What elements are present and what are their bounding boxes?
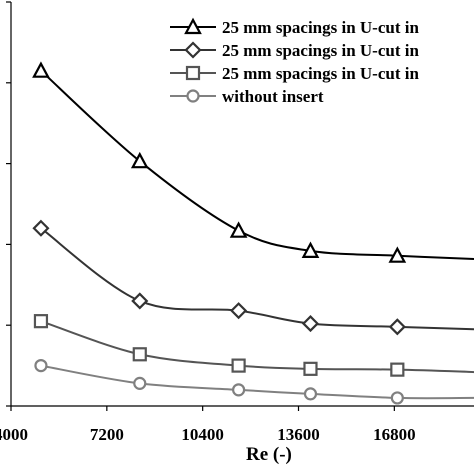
- legend-item: 25 mm spacings in U-cut in: [170, 17, 419, 37]
- data-point: [32, 219, 50, 237]
- data-point: [301, 241, 320, 258]
- series-4: [34, 359, 474, 405]
- legend-item: without insert: [170, 87, 324, 106]
- x-axis-label: Re (-): [246, 444, 292, 465]
- data-point: [231, 358, 246, 373]
- legend: 25 mm spacings in U-cut in 25 mm spacings…: [170, 17, 419, 106]
- x-axis-ticks: 4000 7200 10400 13600 16800: [0, 406, 416, 444]
- data-point: [133, 376, 147, 390]
- data-point: [388, 246, 407, 263]
- series-line: [40, 227, 474, 331]
- x-tick-label: 4000: [0, 425, 28, 444]
- x-tick-label: 13600: [277, 425, 320, 444]
- data-point: [131, 292, 149, 310]
- legend-marker: [185, 65, 201, 81]
- data-point: [132, 347, 147, 362]
- legend-item: 25 mm spacings in U-cut in: [170, 41, 419, 60]
- legend-marker: [184, 17, 202, 35]
- series-2: [32, 219, 474, 336]
- data-point: [33, 314, 49, 329]
- data-point: [232, 383, 246, 397]
- data-point: [32, 61, 50, 78]
- x-tick-label: 10400: [181, 425, 224, 444]
- x-tick-label: 7200: [90, 425, 124, 444]
- legend-marker: [186, 89, 200, 103]
- y-axis-ticks: [6, 1, 11, 407]
- data-point: [130, 151, 149, 169]
- legend-label: without insert: [222, 87, 324, 106]
- data-point: [34, 359, 48, 373]
- data-point: [388, 318, 406, 336]
- series-line: [40, 320, 474, 374]
- data-point: [230, 302, 248, 320]
- legend-marker: [184, 41, 202, 59]
- legend-label: 25 mm spacings in U-cut in: [222, 18, 419, 37]
- plot-area: [32, 61, 474, 405]
- x-tick-label: 16800: [373, 425, 416, 444]
- data-point: [301, 315, 320, 333]
- series-3: [33, 314, 474, 377]
- series-1: [32, 61, 474, 263]
- legend-label: 25 mm spacings in U-cut in: [222, 41, 419, 60]
- data-point: [390, 362, 405, 377]
- data-point: [390, 391, 404, 405]
- data-point: [229, 221, 248, 238]
- data-point: [303, 361, 318, 376]
- legend-item: 25 mm spacings in U-cut in: [170, 64, 419, 83]
- legend-label: 25 mm spacings in U-cut in: [222, 64, 419, 83]
- data-point: [303, 387, 318, 401]
